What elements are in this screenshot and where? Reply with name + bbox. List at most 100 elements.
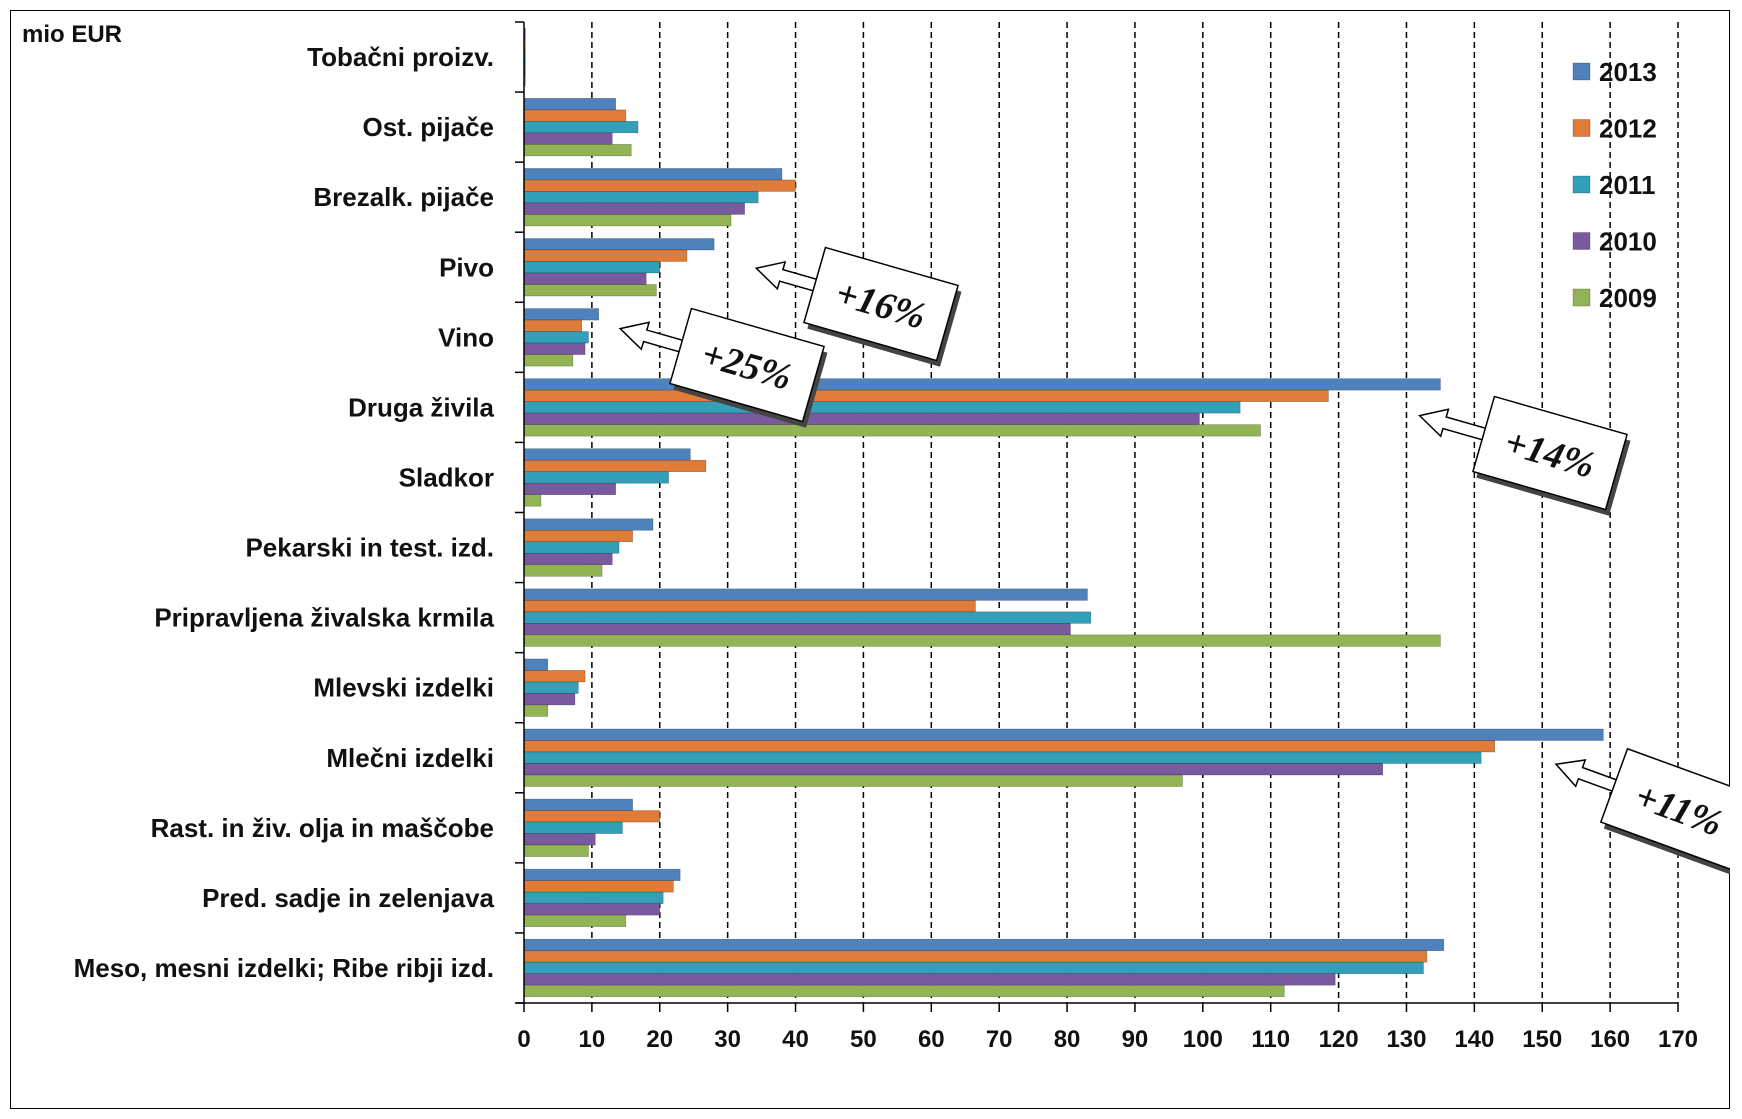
- bar-meso-mesni-izdelki-ribe-ribji-izd-2009: [523, 984, 1285, 998]
- bar-vino-2012: [523, 319, 583, 332]
- callout-pivo: +16%: [754, 246, 962, 367]
- x-tick-label-160: 160: [1590, 1026, 1630, 1053]
- bar-vino-2009: [523, 354, 574, 367]
- bar-pekarski-in-test-izd-2013: [523, 518, 654, 531]
- bar-brezalk-pijace-2011: [523, 191, 759, 204]
- x-tick-label-30: 30: [714, 1026, 741, 1053]
- bar-brezalk-pijace-2010: [523, 202, 745, 215]
- bar-pripravljena-zivalska-krmila-2009: [523, 634, 1441, 647]
- bar-rast-in-ziv-olja-in-mascobe-2011: [523, 821, 623, 834]
- x-tick-label-40: 40: [782, 1026, 809, 1053]
- bar-mlecni-izdelki-2009: [523, 774, 1183, 787]
- bar-meso-mesni-izdelki-ribe-ribji-izd-2013: [523, 938, 1445, 952]
- bar-sladkor-2010: [523, 482, 616, 496]
- bar-mlevski-izdelki-2009: [523, 704, 549, 717]
- bar-druga-zivila-2012: [523, 389, 1329, 402]
- bar-meso-mesni-izdelki-ribe-ribji-izd-2012: [523, 950, 1428, 963]
- legend-label-2010: 2010: [1599, 227, 1657, 257]
- bar-mlecni-izdelki-2010: [523, 763, 1384, 776]
- legend-swatch-2011: [1572, 175, 1591, 194]
- category-label-pripravljena-zivalska-krmila: Pripravljena živalska krmila: [154, 603, 494, 633]
- legend-swatch-2010: [1572, 232, 1591, 250]
- chart-frame: [10, 10, 1730, 1109]
- bar-pekarski-in-test-izd-2009: [523, 564, 603, 577]
- x-tick-label-80: 80: [1054, 1026, 1081, 1053]
- category-label-mlecni-izdelki: Mlečni izdelki: [326, 743, 494, 773]
- legend-swatch-2012: [1572, 119, 1591, 137]
- legend-swatch-2013: [1572, 62, 1591, 81]
- bar-sladkor-2009: [523, 494, 542, 507]
- bar-meso-mesni-izdelki-ribe-ribji-izd-2010: [523, 973, 1336, 986]
- callout-box: [1471, 395, 1629, 511]
- callout-vino: +25%: [618, 307, 828, 428]
- x-tick-label-20: 20: [646, 1026, 673, 1053]
- callout-box: [1599, 747, 1730, 871]
- bar-druga-zivila-2010: [523, 412, 1200, 425]
- bar-mlecni-izdelki-2012: [523, 740, 1496, 753]
- bar-pripravljena-zivalska-krmila-2011: [523, 611, 1092, 624]
- bar-pivo-2013: [523, 238, 715, 251]
- bar-mlecni-izdelki-2011: [523, 751, 1482, 764]
- callout-arrow: [618, 321, 688, 354]
- bar-pred-sadje-in-zelenjava-2011: [523, 891, 664, 904]
- bars: [523, 27, 1604, 998]
- bar-brezalk-pijace-2012: [523, 179, 796, 192]
- x-tick-label-10: 10: [579, 1026, 606, 1053]
- bar-rast-in-ziv-olja-in-mascobe-2013: [523, 798, 633, 811]
- bar-druga-zivila-2011: [523, 401, 1241, 414]
- bar-pivo-2011: [523, 261, 661, 274]
- callout-arrow: [1418, 408, 1491, 442]
- callout-box: [802, 246, 960, 362]
- x-tick-label-170: 170: [1658, 1026, 1698, 1053]
- bar-pripravljena-zivalska-krmila-2012: [523, 600, 976, 613]
- bar-pekarski-in-test-izd-2010: [523, 552, 613, 566]
- bar-sladkor-2012: [523, 459, 707, 473]
- category-label-pekarski-in-test-izd: Pekarski in test. izd.: [245, 533, 494, 563]
- x-tick-label-90: 90: [1122, 1026, 1149, 1053]
- bar-mlevski-izdelki-2010: [523, 693, 576, 706]
- x-tick-label-130: 130: [1386, 1026, 1426, 1053]
- legend: 2013 2012 2011 2010 2009: [1572, 57, 1657, 313]
- bar-pekarski-in-test-izd-2011: [523, 541, 620, 554]
- bar-meso-mesni-izdelki-ribe-ribji-izd-2011: [523, 961, 1424, 975]
- category-label-ost-pijace: Ost. pijače: [363, 112, 495, 142]
- x-tick-label-70: 70: [986, 1026, 1013, 1053]
- category-label-druga-zivila: Druga živila: [348, 392, 494, 422]
- category-label-pred-sadje-in-zelenjava: Pred. sadje in zelenjava: [202, 883, 494, 913]
- x-tick-label-50: 50: [850, 1026, 877, 1053]
- bar-mlecni-izdelki-2013: [523, 728, 1604, 741]
- x-tick-label-110: 110: [1251, 1026, 1290, 1053]
- x-tick-label-60: 60: [918, 1026, 945, 1053]
- bar-ost-pijace-2010: [523, 132, 613, 145]
- x-tick-label-140: 140: [1454, 1026, 1494, 1053]
- bar-pred-sadje-in-zelenjava-2009: [523, 914, 627, 927]
- bar-druga-zivila-2013: [523, 378, 1441, 391]
- category-label-brezalk-pijace: Brezalk. pijače: [313, 182, 494, 212]
- bar-ost-pijace-2009: [523, 144, 632, 157]
- bar-ost-pijace-2011: [523, 121, 639, 134]
- x-tick-label-150: 150: [1522, 1026, 1562, 1053]
- bar-mlevski-izdelki-2013: [523, 658, 549, 671]
- callouts: +16%+25% +14% +11%: [618, 246, 1730, 876]
- category-label-sladkor: Sladkor: [399, 462, 494, 492]
- x-tick-label-100: 100: [1183, 1026, 1223, 1053]
- bar-pred-sadje-in-zelenjava-2013: [523, 868, 681, 881]
- bar-sladkor-2013: [523, 448, 691, 461]
- bar-brezalk-pijace-2009: [523, 214, 732, 227]
- bar-pred-sadje-in-zelenjava-2010: [523, 903, 661, 916]
- bar-brezalk-pijace-2013: [523, 168, 783, 181]
- bar-vino-2010: [523, 342, 586, 355]
- category-label-mlevski-izdelki: Mlevski izdelki: [313, 673, 494, 703]
- bar-ost-pijace-2013: [523, 98, 616, 111]
- bar-pekarski-in-test-izd-2012: [523, 529, 633, 543]
- bar-rast-in-ziv-olja-in-mascobe-2012: [523, 810, 661, 823]
- legend-swatch-2009: [1572, 288, 1591, 307]
- bar-pivo-2010: [523, 272, 647, 285]
- bar-rast-in-ziv-olja-in-mascobe-2009: [523, 844, 589, 857]
- bar-pripravljena-zivalska-krmila-2010: [523, 623, 1071, 636]
- bar-druga-zivila-2009: [523, 424, 1261, 437]
- category-label-meso-mesni-izdelki-ribe-ribji-izd: Meso, mesni izdelki; Ribe ribji izd.: [74, 953, 494, 983]
- axes: [515, 21, 1679, 1012]
- bar-mlevski-izdelki-2012: [523, 670, 586, 683]
